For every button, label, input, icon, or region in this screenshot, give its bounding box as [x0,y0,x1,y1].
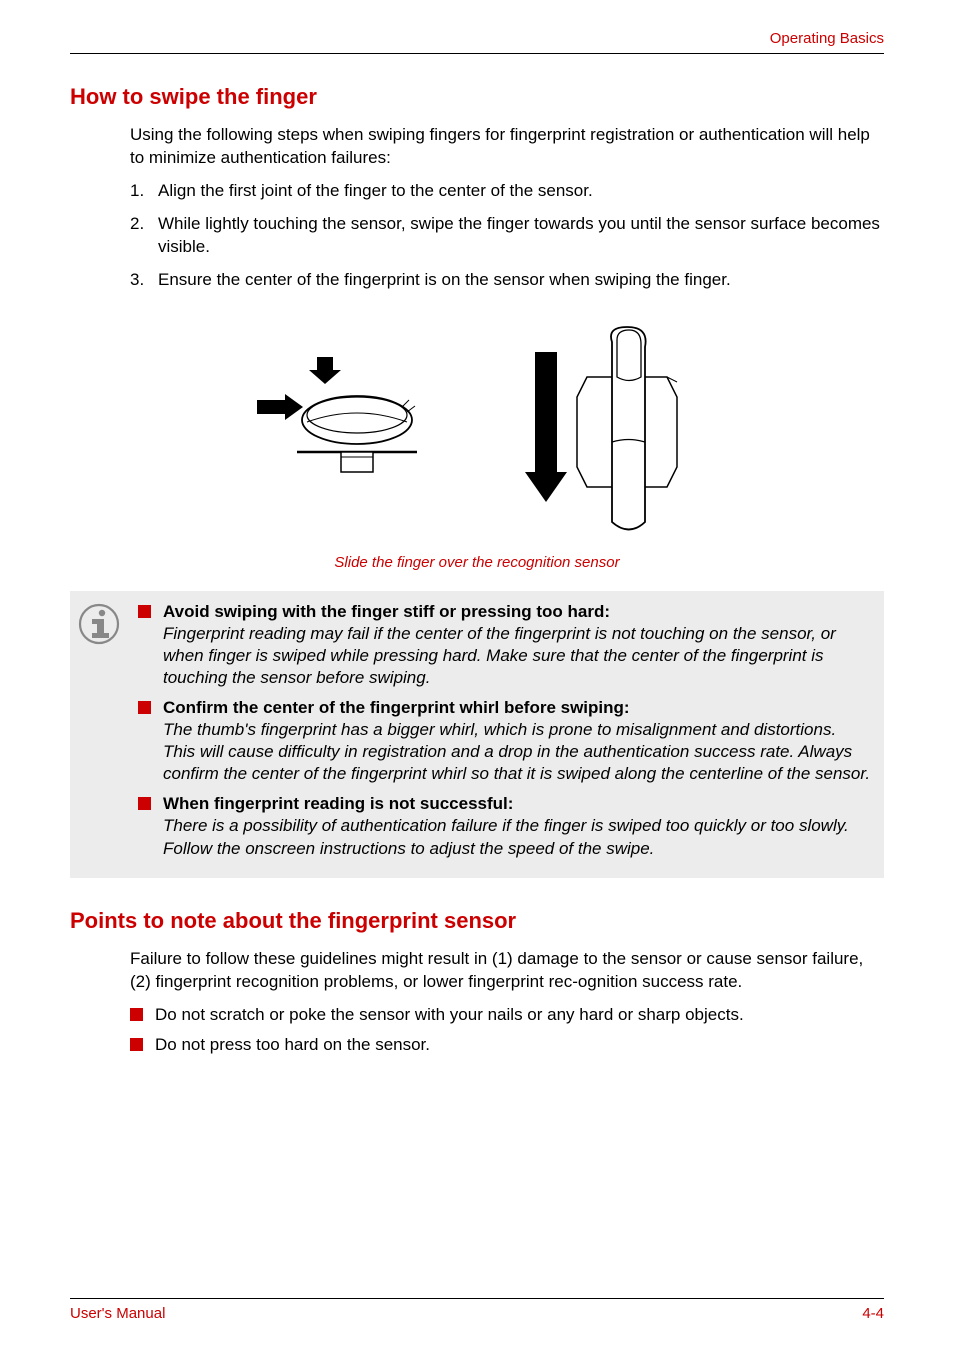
info-entry-1: Avoid swiping with the finger stiff or p… [138,601,872,689]
finger-top-illustration [517,322,717,542]
info-text-1: Avoid swiping with the finger stiff or p… [163,601,872,689]
step-2-text: While lightly touching the sensor, swipe… [158,213,884,259]
step-2-num: 2. [130,213,158,259]
page: Operating Basics How to swipe the finger… [0,0,954,1352]
page-footer: User's Manual 4-4 [70,1298,884,1322]
info-1-italic: Fingerprint reading may fail if the cent… [163,624,836,687]
info-text-2: Confirm the center of the fingerprint wh… [163,697,872,785]
finger-side-illustration [237,322,457,512]
info-content: Avoid swiping with the finger stiff or p… [138,601,872,868]
info-icon [78,603,120,645]
bullet-square-icon [138,701,151,714]
bullet-square-icon [138,605,151,618]
info-text-3: When fingerprint reading is not successf… [163,793,872,859]
step-1: 1. Align the first joint of the finger t… [130,180,884,203]
info-box: Avoid swiping with the finger stiff or p… [70,591,884,878]
point-bullet-1: Do not scratch or poke the sensor with y… [130,1004,884,1027]
info-3-bold: When fingerprint reading is not successf… [163,794,513,813]
info-icon-col [78,601,138,868]
step-3-text: Ensure the center of the fingerprint is … [158,269,731,292]
info-entry-3: When fingerprint reading is not successf… [138,793,872,859]
header-category: Operating Basics [70,30,884,53]
bullet-square-icon [130,1008,143,1021]
info-2-bold: Confirm the center of the fingerprint wh… [163,698,630,717]
footer-right: 4-4 [862,1305,884,1322]
section2-intro: Failure to follow these guidelines might… [130,948,884,994]
figure-area [70,322,884,542]
info-2-italic: The thumb's fingerprint has a bigger whi… [163,720,870,783]
step-3: 3. Ensure the center of the fingerprint … [130,269,884,292]
point-2-text: Do not press too hard on the sensor. [155,1034,430,1057]
step-3-num: 3. [130,269,158,292]
step-1-num: 1. [130,180,158,203]
bullet-square-icon [138,797,151,810]
step-2: 2. While lightly touching the sensor, sw… [130,213,884,259]
info-3-italic: There is a possibility of authentication… [163,816,849,857]
info-entry-2: Confirm the center of the fingerprint wh… [138,697,872,785]
header-rule [70,53,884,54]
point-bullet-2: Do not press too hard on the sensor. [130,1034,884,1057]
figure-caption: Slide the finger over the recognition se… [70,554,884,571]
step-1-text: Align the first joint of the finger to t… [158,180,593,203]
section-title-swipe: How to swipe the finger [70,84,884,110]
section-title-points: Points to note about the fingerprint sen… [70,908,884,934]
info-1-bold: Avoid swiping with the finger stiff or p… [163,602,610,621]
point-1-text: Do not scratch or poke the sensor with y… [155,1004,744,1027]
footer-left: User's Manual [70,1305,165,1322]
bullet-square-icon [130,1038,143,1051]
section1-intro: Using the following steps when swiping f… [130,124,884,170]
